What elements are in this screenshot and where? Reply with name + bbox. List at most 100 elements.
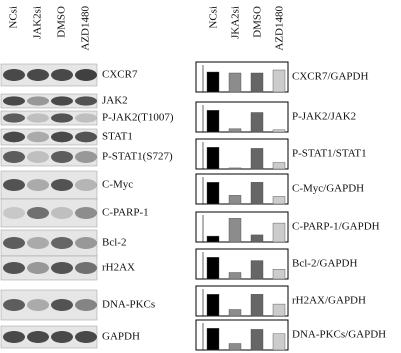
blot-band	[51, 151, 73, 163]
chart-lane-label: NCsi	[208, 6, 220, 29]
protein-label: JAK2	[102, 95, 128, 107]
chart-frame	[195, 211, 289, 243]
blot-band	[27, 96, 49, 106]
blot-band	[3, 151, 25, 163]
bar	[250, 182, 264, 205]
chart-lane-label: JKA2si	[230, 6, 242, 39]
blot-band	[27, 131, 49, 143]
blot-band	[51, 237, 73, 249]
bar	[206, 147, 220, 170]
bar	[272, 269, 286, 280]
chart-title: C-Myc/GAPDH	[292, 183, 364, 195]
chart-frame	[195, 285, 289, 317]
blot-band	[3, 113, 25, 123]
protein-label: rH2AX	[102, 262, 135, 274]
protein-label: DNA-PKCs	[102, 299, 155, 311]
blot-band	[51, 131, 73, 143]
chart-frame	[195, 61, 289, 93]
bar	[206, 328, 220, 351]
blot-band	[51, 113, 73, 123]
chart-title: C-PARP-1/GAPDH	[292, 221, 380, 233]
bar	[272, 222, 286, 243]
blot-band	[51, 96, 73, 106]
blot-band	[27, 262, 49, 274]
chart-title: Bcl-2/GAPDH	[292, 258, 357, 270]
bar	[272, 69, 286, 93]
blot-band	[3, 331, 25, 343]
bar	[250, 112, 264, 133]
blot-band	[3, 179, 25, 191]
blot-band	[75, 179, 97, 191]
protein-label: GAPDH	[102, 331, 140, 343]
bar	[272, 333, 286, 351]
blot-band	[75, 131, 97, 143]
blot-band	[75, 69, 97, 81]
blot-band	[51, 207, 73, 219]
bar	[206, 182, 220, 205]
blot-band	[51, 179, 73, 191]
chart-frame	[195, 319, 289, 351]
blot-band	[75, 113, 97, 123]
bar	[250, 260, 264, 280]
bar	[272, 162, 286, 170]
chart-lane-label: AZD1480	[274, 6, 286, 51]
lane-label: AZD1480	[80, 6, 92, 51]
blot-band	[27, 299, 49, 311]
bar	[272, 303, 286, 317]
bar	[206, 235, 220, 243]
blot-band	[3, 262, 25, 274]
blot-band	[75, 299, 97, 311]
chart-frame	[195, 101, 289, 133]
bar	[228, 343, 242, 351]
protein-label: C-Myc	[102, 179, 133, 191]
blot-strip	[0, 110, 98, 126]
blot-band	[3, 299, 25, 311]
bar	[272, 129, 286, 133]
protein-label: P-JAK2(T1007)	[102, 112, 174, 124]
blot-band	[27, 237, 49, 249]
bar	[228, 272, 242, 280]
chart-title: P-JAK2/JAK2	[292, 111, 356, 123]
blot-band	[27, 69, 49, 81]
blot-band	[27, 113, 49, 123]
blot-strip	[0, 147, 98, 167]
blot-band	[27, 179, 49, 191]
blot-band	[75, 331, 97, 343]
chart-lane-label: DMSO	[252, 6, 264, 38]
bar	[250, 294, 264, 317]
chart-title: CXCR7/GAPDH	[292, 71, 368, 83]
bar	[228, 218, 242, 243]
protein-label: CXCR7	[102, 69, 138, 81]
bar	[228, 309, 242, 317]
chart-frame	[195, 248, 289, 280]
blot-band	[51, 331, 73, 343]
bar	[250, 72, 264, 93]
lane-label: DMSO	[56, 6, 68, 38]
blot-band	[75, 237, 97, 249]
chart-frame	[195, 173, 289, 205]
blot-band	[3, 207, 25, 219]
blot-band	[75, 151, 97, 163]
bar	[206, 294, 220, 317]
blot-band	[75, 262, 97, 274]
blot-band	[3, 69, 25, 81]
bar	[250, 148, 264, 170]
chart-frame	[195, 138, 289, 170]
blot-band	[27, 207, 49, 219]
bar	[228, 195, 242, 205]
protein-label: C-PARP-1	[102, 207, 149, 219]
protein-label: Bcl-2	[102, 237, 126, 249]
blot-band	[51, 299, 73, 311]
bar	[228, 167, 242, 170]
blot-band	[27, 151, 49, 163]
chart-title: DNA-PKCs/GAPDH	[292, 329, 386, 341]
bar	[206, 257, 220, 280]
blot-band	[3, 131, 25, 143]
blot-band	[3, 237, 25, 249]
bar	[228, 128, 242, 133]
blot-band	[3, 96, 25, 106]
blot-band	[51, 69, 73, 81]
chart-title: rH2AX/GAPDH	[292, 295, 366, 307]
